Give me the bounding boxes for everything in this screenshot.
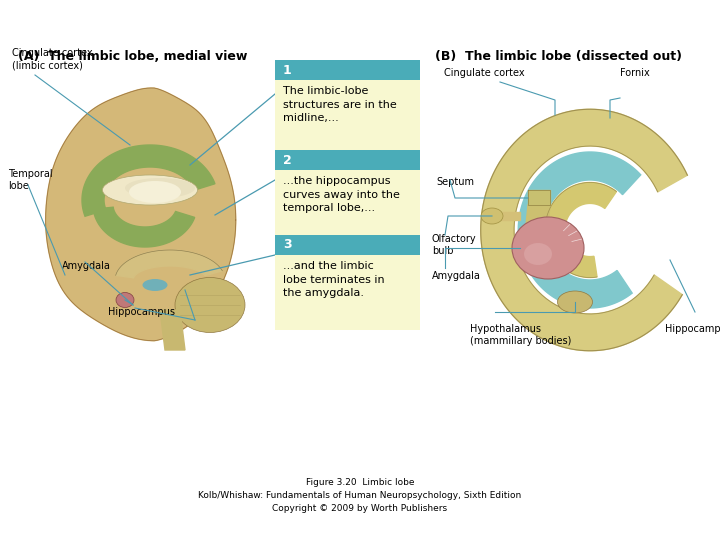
Polygon shape: [481, 109, 688, 351]
Polygon shape: [45, 88, 235, 341]
Polygon shape: [526, 205, 550, 225]
Polygon shape: [500, 212, 520, 220]
Polygon shape: [518, 152, 641, 308]
FancyBboxPatch shape: [275, 235, 420, 255]
Text: The limbic-lobe
structures are in the
midline,...: The limbic-lobe structures are in the mi…: [283, 86, 397, 123]
Ellipse shape: [143, 279, 168, 291]
Text: Hippocampus: Hippocampus: [665, 324, 720, 334]
Text: Hypothalamus
(mammillary bodies): Hypothalamus (mammillary bodies): [470, 324, 572, 346]
Text: ...and the limbic
lobe terminates in
the amygdala.: ...and the limbic lobe terminates in the…: [283, 261, 384, 298]
Text: Septum: Septum: [436, 177, 474, 187]
Text: Amygdala: Amygdala: [432, 271, 481, 281]
FancyBboxPatch shape: [275, 60, 420, 80]
Polygon shape: [94, 207, 194, 247]
Text: ...the hippocampus
curves away into the
temporal lobe,...: ...the hippocampus curves away into the …: [283, 176, 400, 213]
Text: Olfactory
bulb: Olfactory bulb: [432, 234, 477, 255]
Ellipse shape: [175, 278, 245, 333]
Ellipse shape: [125, 178, 195, 198]
Polygon shape: [116, 250, 222, 278]
Ellipse shape: [512, 217, 584, 279]
Text: Hippocampus: Hippocampus: [108, 307, 175, 317]
Text: 3: 3: [283, 239, 292, 252]
Text: (A)  The limbic lobe, medial view: (A) The limbic lobe, medial view: [18, 50, 248, 63]
Ellipse shape: [129, 181, 181, 203]
Ellipse shape: [116, 293, 134, 307]
Text: Amygdala: Amygdala: [62, 261, 111, 271]
Ellipse shape: [524, 243, 552, 265]
Text: Cingulate cortex: Cingulate cortex: [444, 68, 525, 78]
Text: (B)  The limbic lobe (dissected out): (B) The limbic lobe (dissected out): [435, 50, 682, 63]
FancyBboxPatch shape: [275, 80, 420, 155]
Ellipse shape: [481, 208, 503, 224]
FancyBboxPatch shape: [275, 150, 420, 170]
Text: Temporal
lobe: Temporal lobe: [8, 169, 53, 191]
Polygon shape: [160, 310, 185, 350]
Text: 2: 2: [283, 153, 292, 166]
Text: Cingulate cortex
(limbic cortex): Cingulate cortex (limbic cortex): [12, 49, 93, 70]
Ellipse shape: [102, 175, 197, 205]
FancyBboxPatch shape: [275, 255, 420, 330]
Text: Figure 3.20  Limbic lobe
Kolb/Whishaw: Fundamentals of Human Neuropsychology, Si: Figure 3.20 Limbic lobe Kolb/Whishaw: Fu…: [199, 478, 521, 514]
Text: Fornix: Fornix: [620, 68, 649, 78]
Polygon shape: [545, 183, 616, 278]
Ellipse shape: [557, 291, 593, 313]
Text: 1: 1: [283, 64, 292, 77]
Polygon shape: [82, 145, 215, 216]
FancyBboxPatch shape: [275, 170, 420, 245]
Polygon shape: [528, 190, 550, 205]
